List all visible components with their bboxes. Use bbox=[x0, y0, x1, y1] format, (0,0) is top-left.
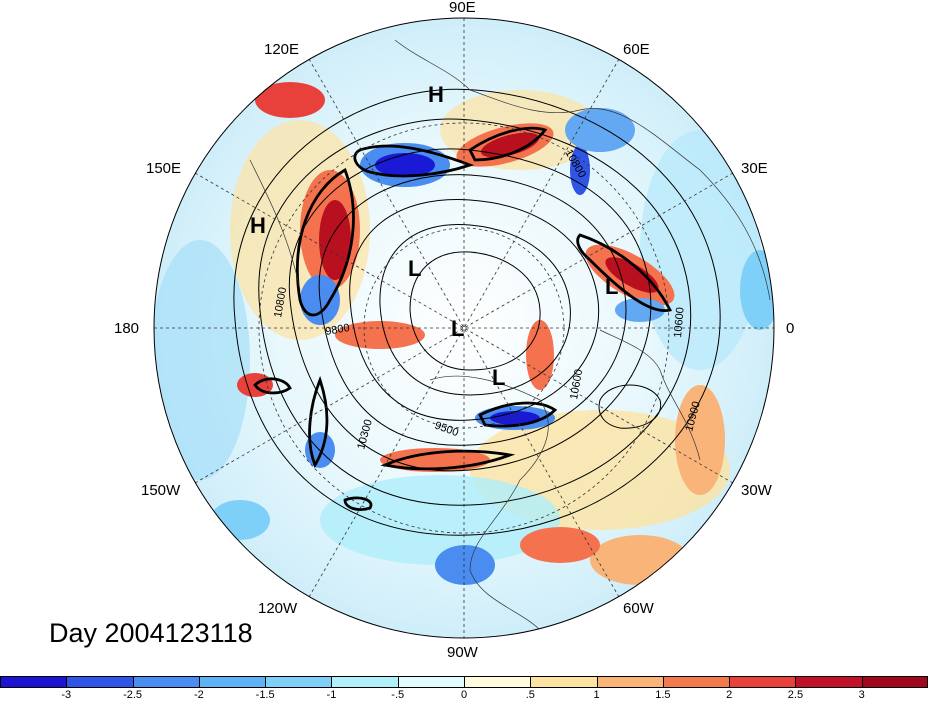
longitude-label-150e: 150E bbox=[146, 160, 182, 177]
colorbar-tick-label: 1.5 bbox=[655, 689, 671, 701]
graticule bbox=[154, 18, 774, 638]
colorbar-swatch bbox=[331, 676, 398, 688]
longitude-label-120e: 120E bbox=[264, 41, 300, 58]
longitude-label-120w: 120W bbox=[258, 600, 298, 617]
colorbar-swatch bbox=[662, 676, 730, 688]
high-center-mark: H bbox=[428, 82, 444, 107]
longitude-label-150w: 150W bbox=[141, 482, 181, 499]
colorbar: -3 -2.5 -2 -1.5 -1 -.5 0 .5 1 1.5 2 2.5 3 bbox=[0, 676, 928, 702]
contour-label: 10800 bbox=[272, 286, 289, 318]
coastlines bbox=[249, 39, 771, 631]
colorbar-tick-label: 2 bbox=[726, 689, 733, 701]
longitude-label-90e: 90E bbox=[449, 0, 476, 16]
height-contours bbox=[233, 88, 721, 536]
colorbar-swatch bbox=[265, 676, 332, 688]
contour-label: 9800 bbox=[324, 322, 350, 338]
colorbar-tick-label: -2.5 bbox=[123, 689, 143, 701]
colorbar-swatch bbox=[861, 676, 928, 688]
colorbar-swatch bbox=[0, 676, 67, 688]
colorbar-tick-label: -3 bbox=[61, 689, 72, 701]
colorbar-tick-label: 1 bbox=[593, 689, 600, 701]
longitude-label-90w: 90W bbox=[447, 644, 478, 661]
low-center-mark: L bbox=[605, 274, 618, 299]
colorbar-tick-label: -.5 bbox=[391, 689, 405, 701]
colorbar-swatch bbox=[596, 676, 663, 688]
polar-map: H H L L L L 10800 9800 10600 10300 9500 … bbox=[153, 17, 775, 639]
colorbar-tick-label: -1.5 bbox=[255, 689, 275, 701]
longitude-label-30e: 30E bbox=[741, 160, 768, 177]
longitude-label-30w: 30W bbox=[741, 482, 772, 499]
high-center-mark: H bbox=[250, 213, 266, 238]
day-label: Day 2004123118 bbox=[49, 618, 253, 648]
colorbar-swatch bbox=[729, 676, 796, 688]
jet-contours bbox=[253, 126, 673, 511]
low-center-mark: L bbox=[451, 316, 464, 341]
colorbar-swatch bbox=[530, 676, 597, 688]
colorbar-swatch bbox=[66, 676, 133, 688]
longitude-label-60w: 60W bbox=[623, 600, 654, 617]
colorbar-swatch bbox=[397, 676, 464, 688]
longitude-label-0: 0 bbox=[786, 320, 795, 337]
colorbar-swatch bbox=[795, 676, 862, 688]
low-center-mark: L bbox=[408, 256, 421, 281]
colorbar-tick-label: 2.5 bbox=[787, 689, 804, 701]
colorbar-tick-label: 0 bbox=[460, 689, 468, 701]
colorbar-tick-label: 3 bbox=[858, 689, 865, 701]
map-boundary bbox=[153, 17, 775, 639]
contour-label: 10600 bbox=[672, 307, 687, 339]
colorbar-tick-label: .5 bbox=[525, 689, 535, 701]
longitude-label-180: 180 bbox=[114, 320, 140, 337]
colorbar-swatch bbox=[198, 676, 266, 688]
colorbar-tick-label: -1 bbox=[326, 689, 337, 701]
colorbar-tick-label: -2 bbox=[193, 689, 204, 701]
colorbar-swatch bbox=[464, 676, 531, 688]
contour-label: 10600 bbox=[568, 368, 585, 400]
low-center-mark: L bbox=[492, 365, 505, 390]
colorbar-swatch bbox=[132, 676, 199, 688]
longitude-label-60e: 60E bbox=[623, 41, 650, 58]
